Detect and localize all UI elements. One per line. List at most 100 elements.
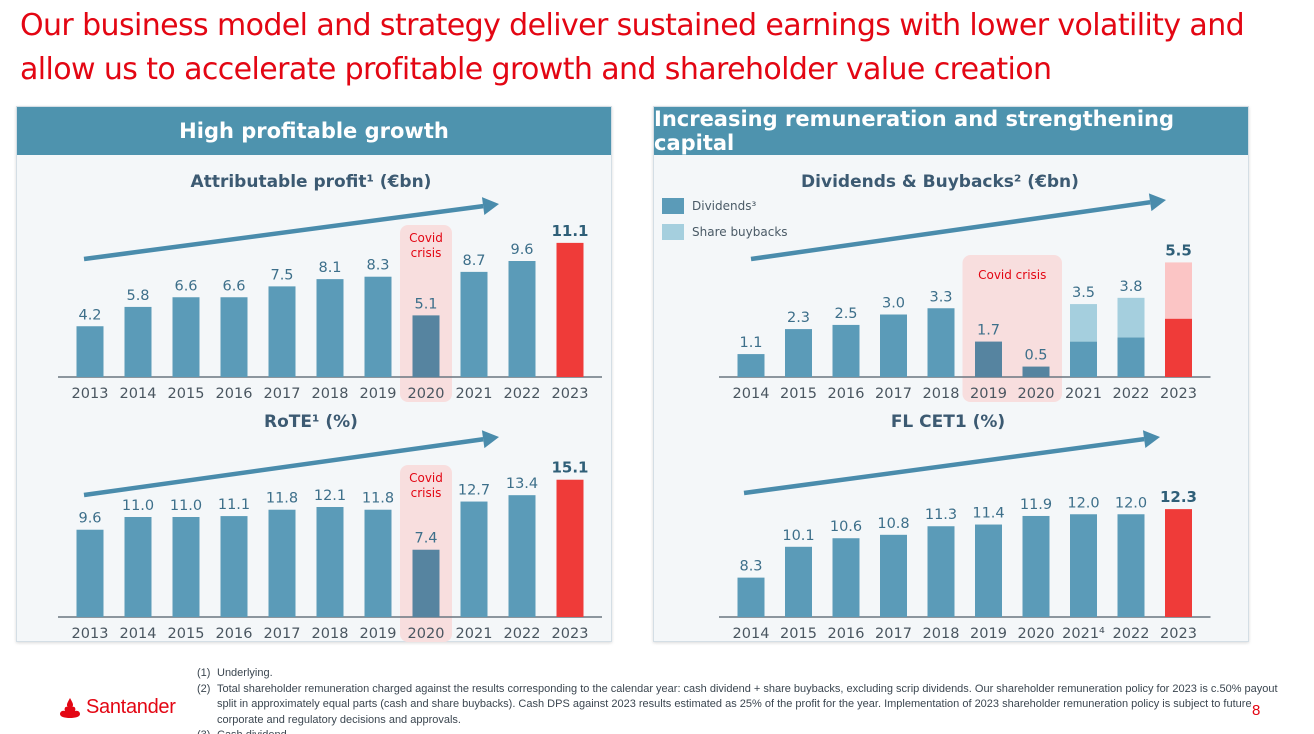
bar-buybacks	[1070, 304, 1097, 342]
tick-label: 2021	[1065, 386, 1102, 402]
data-label: 8.3	[739, 559, 762, 575]
footnote-number: (1)	[197, 667, 211, 679]
data-label: 8.1	[318, 260, 341, 276]
data-label: 1.7	[977, 323, 1000, 339]
bar	[785, 546, 812, 617]
data-label: 10.6	[830, 519, 862, 535]
chart-legend: Dividends³ Share buybacks	[662, 193, 788, 245]
tick-label: 2020	[408, 626, 445, 642]
bar	[172, 517, 200, 617]
bar	[268, 286, 296, 377]
bar	[508, 495, 536, 617]
chart-dividends-buybacks: Covid crisis 1.1 2014 2.3 2015 2.5 2016 3.0 2017…	[719, 172, 1211, 402]
footnote-1: (1) Underlying.	[197, 666, 1282, 682]
data-label: 8.3	[366, 258, 389, 274]
trend-arrow-line	[83, 203, 484, 262]
tick-label: 2017	[264, 626, 301, 642]
bar	[927, 526, 955, 617]
footnote-number: (2)	[197, 682, 211, 695]
legend-item-dividends: Dividends³	[662, 193, 788, 219]
tick-label: 2022	[504, 626, 541, 642]
bar-dividends	[832, 324, 860, 377]
bar	[460, 271, 488, 377]
trend-arrow-head	[1142, 430, 1160, 449]
tick-label: 2018	[923, 386, 960, 402]
data-label: 5.5	[1165, 241, 1192, 259]
bar-dividends	[1117, 337, 1145, 377]
bar	[508, 261, 536, 377]
bar-dividends	[785, 329, 812, 377]
footnote-text: Total shareholder remuneration charged a…	[217, 682, 1278, 726]
tick-label: 2023	[1160, 386, 1197, 402]
bar	[124, 306, 152, 377]
tick-label: 2020	[1018, 626, 1055, 642]
bar	[1070, 514, 1097, 617]
tick-label: 2018	[312, 386, 349, 402]
tick-label: 2016	[828, 386, 865, 402]
bar-buybacks	[1117, 297, 1145, 338]
bar	[316, 507, 344, 617]
footnote-text: Cash dividend.	[217, 728, 290, 734]
tick-label: 2019	[970, 626, 1007, 642]
tick-label: 2017	[875, 386, 912, 402]
bar	[76, 529, 104, 617]
data-label: 10.8	[877, 516, 909, 532]
tick-label: 2021⁴	[1062, 626, 1105, 642]
data-label: 11.8	[362, 491, 394, 507]
page-title: Our business model and strategy deliver …	[20, 8, 1245, 87]
data-label: 5.8	[126, 288, 149, 304]
santander-logo: Santander	[58, 696, 176, 719]
trend-arrow-head	[1148, 193, 1166, 212]
bar	[268, 509, 296, 617]
tick-label: 2016	[828, 626, 865, 642]
tick-label: 2014	[120, 626, 157, 642]
bar	[832, 538, 860, 617]
data-label: 11.3	[925, 507, 957, 523]
footnote-number: (3)	[197, 728, 217, 734]
chart-title: FL CET1 (%)	[891, 412, 1005, 432]
data-label: 1.1	[739, 335, 762, 351]
covid-label: Covid	[409, 231, 443, 245]
tick-label: 2015	[780, 386, 817, 402]
data-label: 12.1	[314, 488, 346, 504]
footnotes: (1) Underlying. (2) Total shareholder remun…	[197, 666, 1282, 734]
tick-label: 2020	[1018, 386, 1055, 402]
data-label: 11.0	[122, 498, 154, 514]
data-label: 3.3	[929, 289, 952, 305]
tick-label: 2019	[360, 386, 397, 402]
bar	[220, 297, 248, 377]
tick-label: 2015	[168, 626, 205, 642]
data-label: 11.9	[1020, 497, 1052, 513]
data-label: 11.4	[972, 506, 1004, 522]
trend-arrow-line	[83, 436, 484, 498]
tick-label: 2014	[733, 626, 770, 642]
covid-label: crisis	[411, 246, 442, 260]
chart-title: Attributable profit¹ (€bn)	[191, 172, 432, 192]
chart-title: RoTE¹ (%)	[264, 412, 358, 432]
bar-dividends	[1022, 366, 1050, 377]
data-label: 15.1	[551, 459, 588, 477]
data-label: 11.8	[266, 491, 298, 507]
tick-label: 2017	[264, 386, 301, 402]
chart-fl-cet1: 8.3 2014 10.1 2015 10.6 2016 10.8 2017 11.3 2018 1…	[719, 412, 1211, 642]
data-label: 2.3	[787, 310, 810, 326]
logo-wordmark: Santander	[86, 696, 176, 718]
chart-title: Dividends & Buybacks² (€bn)	[801, 172, 1079, 192]
bar	[316, 279, 344, 377]
data-label: 4.2	[78, 307, 101, 323]
tick-label: 2023	[1160, 626, 1197, 642]
panel-header-left: High profitable growth	[17, 107, 611, 155]
tick-label: 2014	[733, 386, 770, 402]
data-label: 12.0	[1067, 495, 1099, 511]
bar	[124, 517, 152, 617]
tick-label: 2014	[120, 386, 157, 402]
bar-dividends	[975, 341, 1002, 377]
covid-label: crisis	[411, 486, 442, 500]
data-label: 12.3	[1160, 488, 1197, 506]
data-label: 7.4	[414, 531, 437, 547]
tick-label: 2020	[408, 386, 445, 402]
data-label: 2.5	[834, 306, 857, 322]
bar	[880, 534, 907, 617]
data-label: 9.6	[78, 511, 101, 527]
